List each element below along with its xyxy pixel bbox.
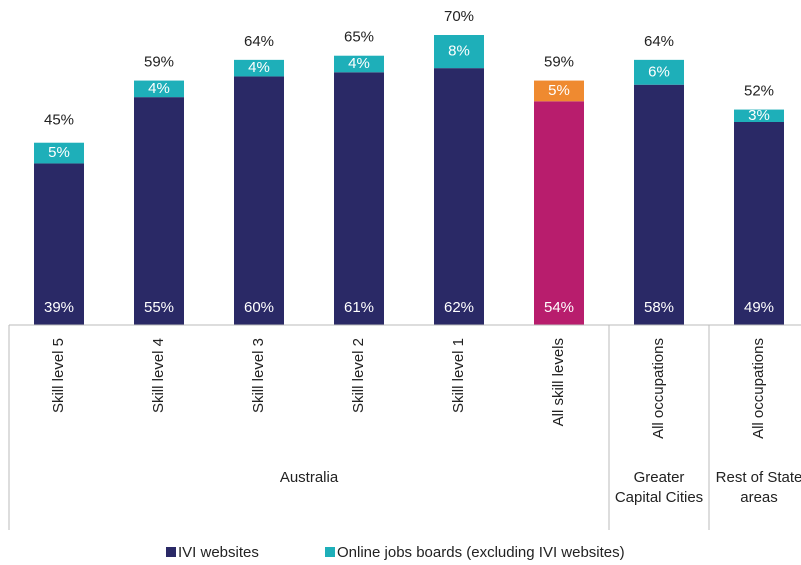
value-label: 60%: [244, 299, 274, 316]
value-label: 62%: [444, 299, 474, 316]
group-label-box: Greater Capital Cities: [614, 469, 704, 506]
total-label: 52%: [744, 83, 774, 100]
legend-swatch: [166, 547, 176, 557]
legend-label: Online jobs boards (excluding IVI websit…: [337, 544, 625, 561]
value-label: 61%: [344, 299, 374, 316]
legend-swatch: [325, 547, 335, 557]
x-tick-label: Skill level 1: [450, 338, 467, 413]
x-tick-label: Skill level 4: [150, 338, 167, 413]
value-label: 4%: [248, 59, 270, 76]
total-label: 64%: [644, 33, 674, 50]
bar-segment: [534, 101, 584, 326]
x-tick-label: Skill level 5: [50, 338, 67, 413]
total-label: 59%: [144, 54, 174, 71]
bar-segment: [634, 59, 684, 85]
value-label: 58%: [644, 299, 674, 316]
bar-segment: [434, 35, 484, 69]
total-label: 59%: [544, 54, 574, 71]
legend-label: IVI websites: [178, 544, 259, 561]
bar-segment: [434, 68, 484, 326]
bar-segment: [734, 122, 784, 325]
x-tick-label: All occupations: [750, 338, 767, 439]
bar-segment: [234, 76, 284, 325]
bar-segment: [634, 84, 684, 325]
group-label: Rest of State areas: [715, 469, 801, 506]
value-label: 39%: [44, 299, 74, 316]
total-label: 70%: [444, 8, 474, 25]
bar-segment: [334, 55, 384, 73]
total-label: 45%: [44, 112, 74, 129]
bar-segment: [34, 163, 84, 325]
value-label: 5%: [48, 144, 70, 161]
x-tick-label: Skill level 2: [350, 338, 367, 413]
bar-segment: [734, 109, 784, 122]
x-tick-label: All occupations: [650, 338, 667, 439]
bar-segment: [34, 142, 84, 164]
value-label: 6%: [648, 63, 670, 80]
total-label: 65%: [344, 29, 374, 46]
group-label-box: Rest of State areas: [715, 469, 801, 506]
value-label: 4%: [148, 80, 170, 97]
bar-segment: [334, 72, 384, 326]
x-tick-label: Skill level 3: [250, 338, 267, 413]
value-label: 3%: [748, 107, 770, 124]
value-label: 49%: [744, 299, 774, 316]
bar-segment: [134, 97, 184, 326]
value-label: 4%: [348, 55, 370, 72]
value-label: 54%: [544, 299, 574, 316]
group-label: Australia: [279, 469, 339, 486]
group-label: Greater Capital Cities: [614, 469, 704, 506]
value-label: 8%: [448, 43, 470, 60]
group-label-box: Australia: [279, 469, 339, 486]
x-tick-label: All skill levels: [550, 338, 567, 426]
value-label: 5%: [548, 82, 570, 99]
bar-segment: [534, 80, 584, 102]
total-label: 64%: [244, 33, 274, 50]
bar-segment: [234, 59, 284, 77]
value-label: 55%: [144, 299, 174, 316]
bar-segment: [134, 80, 184, 98]
